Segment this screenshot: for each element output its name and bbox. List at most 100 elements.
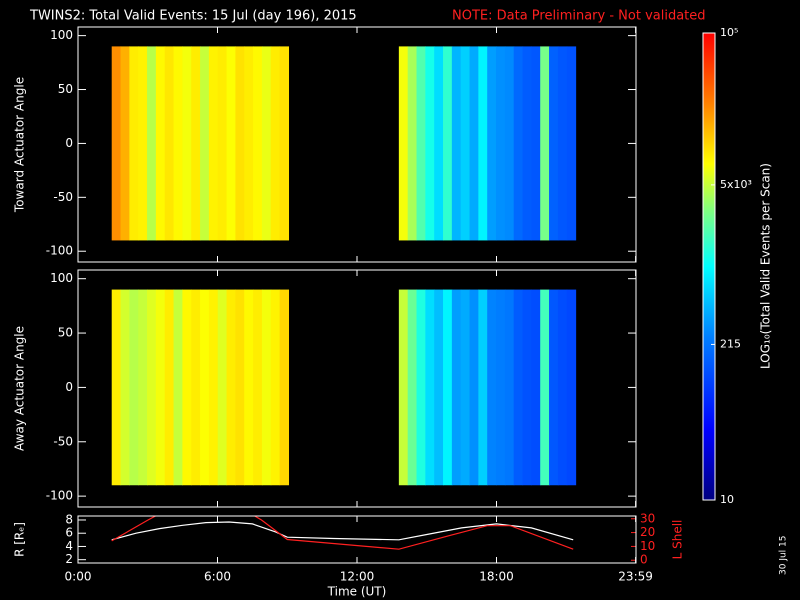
y-tick-label: 100 <box>50 28 73 42</box>
heatmap-cell <box>279 46 290 241</box>
y-tick-label: 8 <box>65 512 73 526</box>
heatmap-cell <box>235 46 245 241</box>
heatmap-cell <box>235 289 245 486</box>
heatmap-cell <box>155 46 166 241</box>
heatmap-cell <box>443 46 453 241</box>
y-tick-label: 0 <box>65 136 73 150</box>
heatmap-cell <box>425 46 435 241</box>
heatmap-cell <box>270 46 281 241</box>
heatmap-cell <box>513 46 524 241</box>
y2-tick-label: 0 <box>640 553 648 567</box>
date-stamp: 30 Jul 15 <box>779 536 789 576</box>
y-axis-label: R [Rₑ] <box>13 522 27 557</box>
heatmap-cell <box>566 46 577 241</box>
heatmap-cell <box>208 289 219 486</box>
heatmap-cell <box>398 289 409 486</box>
heatmap-cell <box>244 289 254 486</box>
heatmap-cell <box>191 46 201 241</box>
heatmap-cell <box>469 289 479 486</box>
heatmap-cell <box>522 289 532 486</box>
heatmap-cell <box>182 46 192 241</box>
y2-tick-label: 20 <box>640 525 655 539</box>
heatmap-cell <box>120 289 130 486</box>
y-tick-label: 0 <box>65 380 73 394</box>
note: NOTE: Data Preliminary - Not validated <box>452 9 706 24</box>
heatmap-cell <box>244 46 254 241</box>
heatmap-cell <box>434 46 444 241</box>
heatmap-cell <box>217 46 228 241</box>
heatmap-cell <box>129 46 139 241</box>
heatmap-cell <box>557 46 568 241</box>
colorbar-tick-label: 10⁵ <box>720 26 738 39</box>
x-axis-label: Time (UT) <box>327 585 387 599</box>
colorbar-tick-label: 10 <box>720 493 734 506</box>
heatmap-cell <box>253 46 263 241</box>
heatmap-cell <box>173 289 183 486</box>
y-tick-label: -100 <box>46 489 73 503</box>
heatmap-cell <box>443 289 453 486</box>
heatmap-cell <box>540 289 550 486</box>
heatmap-cell <box>487 46 497 241</box>
heatmap-cell <box>566 289 577 486</box>
heatmap-cell <box>469 46 479 241</box>
colorbar-tick-label: 215 <box>720 337 741 350</box>
y-tick-label: -100 <box>46 244 73 258</box>
heatmap-cell <box>425 289 435 486</box>
heatmap-cell <box>261 46 272 241</box>
heatmap-cell <box>200 46 210 241</box>
heatmap-cell <box>549 46 559 241</box>
heatmap-cell <box>416 289 426 486</box>
x-tick-label: 6:00 <box>204 570 231 584</box>
heatmap-cell <box>416 46 426 241</box>
x-tick-label: 18:00 <box>479 570 514 584</box>
colorbar-label: LOG₁₀(Total Valid Events per Scan) <box>759 163 773 369</box>
heatmap-cell <box>217 289 228 486</box>
chart-title: TWINS2: Total Valid Events: 15 Jul (day … <box>29 9 357 24</box>
heatmap-cell <box>253 289 263 486</box>
heatmap-cell <box>451 46 462 241</box>
heatmap-cell <box>496 46 506 241</box>
y-tick-label: 2 <box>65 552 73 566</box>
heatmap-cell <box>487 289 497 486</box>
heatmap-cell <box>200 289 210 486</box>
heatmap-cell <box>147 289 157 486</box>
heatmap-cell <box>155 289 166 486</box>
heatmap-cell <box>460 46 471 241</box>
heatmap-cell <box>164 289 175 486</box>
heatmap-cell <box>504 46 515 241</box>
y-tick-label: 4 <box>65 539 73 553</box>
line-series <box>111 516 574 550</box>
heatmap-cell <box>478 46 488 241</box>
heatmap-cell <box>522 46 532 241</box>
heatmap-cell <box>111 289 122 486</box>
heatmap-cell <box>279 289 290 486</box>
heatmap-cell <box>129 289 139 486</box>
heatmap-cell <box>270 289 281 486</box>
heatmap-cell <box>478 289 488 486</box>
y-axis-label: Away Actuator Angle <box>13 326 27 451</box>
y-tick-label: 50 <box>58 82 73 96</box>
heatmap-cell <box>540 46 550 241</box>
heatmap-cell <box>496 289 506 486</box>
colorbar-tick-label: 5x10³ <box>720 178 752 191</box>
heatmap-cell <box>138 46 148 241</box>
heatmap-cell <box>504 289 515 486</box>
heatmap-cell <box>531 46 541 241</box>
x-tick-label: 12:00 <box>340 570 375 584</box>
heatmap-cell <box>557 289 568 486</box>
x-tick-label: 23:59 <box>618 570 653 584</box>
heatmap-cell <box>138 289 148 486</box>
heatmap-cell <box>407 46 418 241</box>
heatmap-cell <box>173 46 183 241</box>
y2-tick-label: 30 <box>640 511 655 525</box>
heatmap-cell <box>261 289 272 486</box>
y2-tick-label: 10 <box>640 539 655 553</box>
heatmap-cell <box>208 46 219 241</box>
heatmap-cell <box>531 289 541 486</box>
y2-axis-label: L Shell <box>671 520 685 560</box>
heatmap-cell <box>398 46 409 241</box>
heatmap-cell <box>164 46 175 241</box>
heatmap-cell <box>549 289 559 486</box>
x-tick-label: 0:00 <box>65 570 92 584</box>
